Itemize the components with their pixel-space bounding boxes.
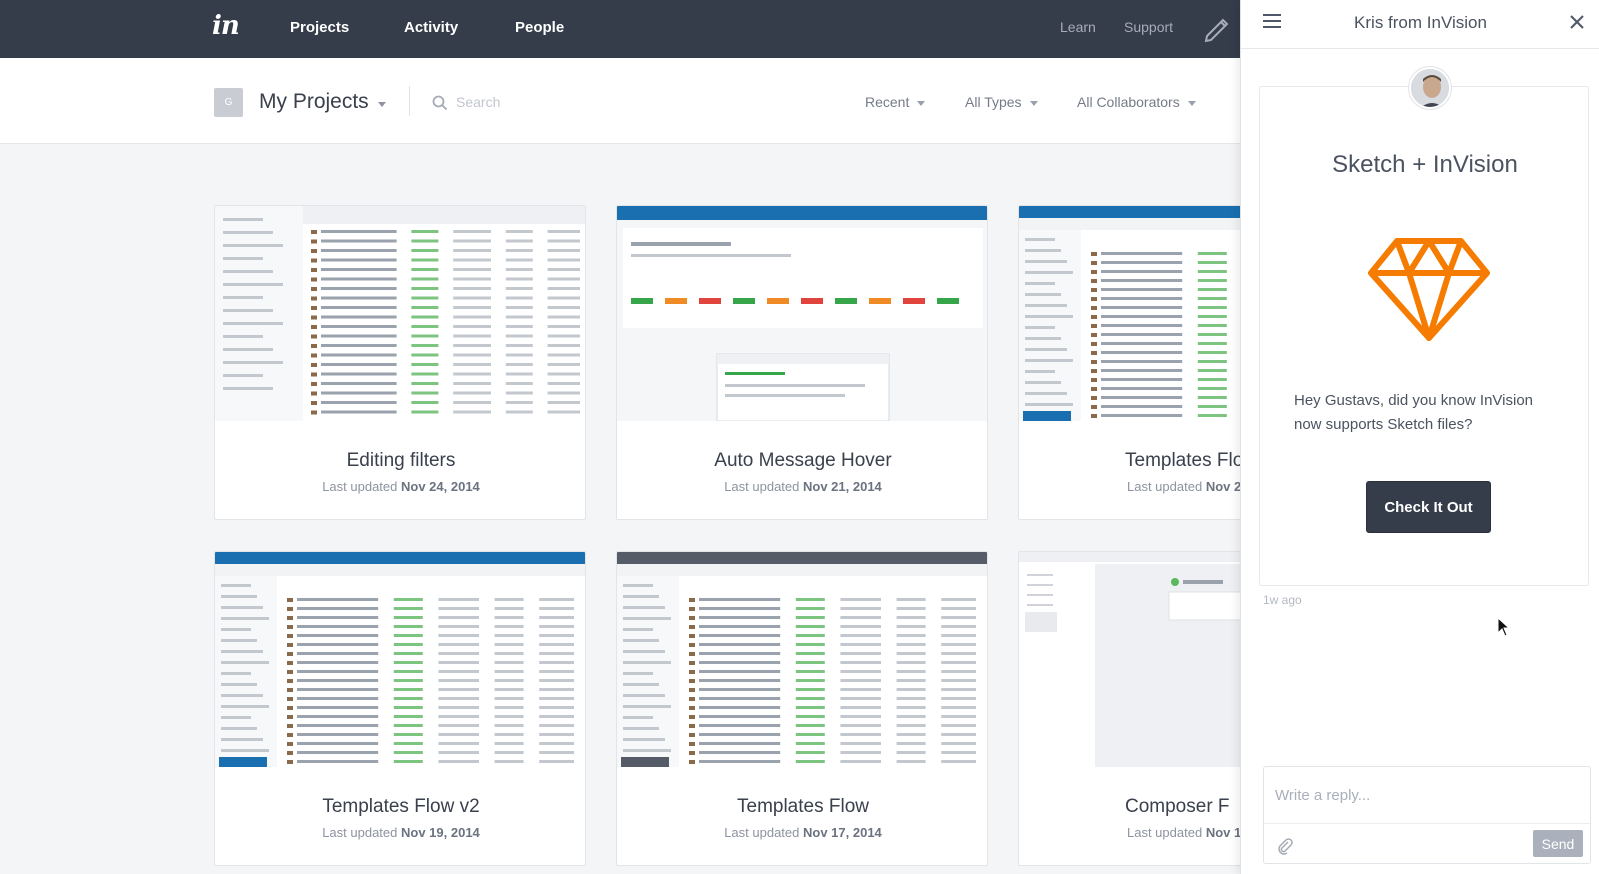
avatar bbox=[1409, 67, 1451, 109]
chat-header: Kris from InVision bbox=[1241, 0, 1599, 49]
divider bbox=[1264, 823, 1590, 824]
updated-label: Last updated bbox=[322, 479, 398, 494]
project-title: Editing filters bbox=[346, 450, 456, 471]
project-updated: Last updated Nov 1 bbox=[1127, 825, 1241, 840]
chat-panel: Kris from InVision Sketch + InVision Hey… bbox=[1240, 0, 1599, 874]
updated-date: Nov 17, 2014 bbox=[803, 825, 882, 840]
updated-date: Nov 24, 2014 bbox=[401, 479, 480, 494]
reply-composer: Send bbox=[1263, 766, 1591, 864]
close-icon[interactable] bbox=[1567, 12, 1587, 32]
project-updated: Last updated Nov 19, 2014 bbox=[215, 825, 585, 840]
project-card[interactable]: Auto Message Hover Last updated Nov 21, … bbox=[616, 205, 988, 520]
project-updated: Last updated Nov 2 bbox=[1127, 479, 1241, 494]
filter-type[interactable]: All Types bbox=[965, 94, 1038, 110]
project-title: Composer F bbox=[1125, 796, 1230, 817]
chevron-down-icon bbox=[1029, 100, 1038, 106]
nav-learn[interactable]: Learn bbox=[1060, 19, 1096, 35]
updated-label: Last updated bbox=[724, 825, 800, 840]
message-card: Sketch + InVision Hey Gustavs, did you k… bbox=[1259, 86, 1589, 586]
message-title: Sketch + InVision bbox=[1332, 151, 1518, 178]
search-icon bbox=[432, 95, 448, 111]
updated-date: Nov 2 bbox=[1205, 479, 1242, 494]
updated-date: Nov 21, 2014 bbox=[803, 479, 882, 494]
chevron-down-icon[interactable] bbox=[378, 102, 386, 107]
project-card[interactable]: Templates Flow v2 Last updated Nov 19, 2… bbox=[214, 551, 586, 866]
chevron-down-icon bbox=[917, 100, 926, 106]
check-it-out-button[interactable]: Check It Out bbox=[1366, 481, 1491, 533]
reply-input[interactable] bbox=[1264, 767, 1590, 823]
message-body: Hey Gustavs, did you know InVision now s… bbox=[1294, 392, 1534, 433]
project-card[interactable]: Templates Flow Last updated Nov 17, 2014 bbox=[616, 551, 988, 866]
project-updated: Last updated Nov 21, 2014 bbox=[617, 479, 987, 494]
project-thumbnail bbox=[617, 552, 987, 767]
nav-support[interactable]: Support bbox=[1124, 19, 1174, 35]
project-thumbnail bbox=[215, 552, 585, 767]
filter-sort-label: Recent bbox=[865, 94, 910, 110]
nav-people[interactable]: People bbox=[515, 19, 565, 36]
divider bbox=[409, 86, 410, 116]
search-input[interactable] bbox=[456, 91, 706, 113]
filter-collaborators[interactable]: All Collaborators bbox=[1077, 94, 1196, 110]
project-title: Templates Flo bbox=[1125, 450, 1244, 471]
project-title: Auto Message Hover bbox=[714, 450, 892, 471]
filter-type-label: All Types bbox=[965, 94, 1022, 110]
nav-projects[interactable]: Projects bbox=[290, 19, 350, 36]
top-nav: in Projects Activity People Learn Suppor… bbox=[0, 0, 1240, 58]
updated-label: Last updated bbox=[1127, 825, 1203, 840]
invision-logo[interactable]: in bbox=[212, 11, 240, 41]
project-thumbnail bbox=[617, 206, 987, 421]
send-button[interactable]: Send bbox=[1533, 830, 1583, 857]
project-title: Templates Flow v2 bbox=[322, 796, 480, 817]
project-thumbnail bbox=[215, 206, 585, 421]
filter-collaborators-label: All Collaborators bbox=[1077, 94, 1180, 110]
project-updated: Last updated Nov 17, 2014 bbox=[617, 825, 987, 840]
paperclip-icon[interactable] bbox=[1276, 837, 1294, 855]
nav-activity[interactable]: Activity bbox=[404, 19, 459, 36]
project-title: Templates Flow bbox=[737, 796, 869, 817]
team-avatar[interactable]: G bbox=[214, 88, 243, 117]
updated-date: Nov 19, 2014 bbox=[401, 825, 480, 840]
menu-icon[interactable] bbox=[1263, 14, 1283, 30]
chat-title: Kris from InVision bbox=[1354, 13, 1487, 32]
sketch-diamond-icon bbox=[1368, 238, 1490, 341]
updated-label: Last updated bbox=[1127, 479, 1203, 494]
message-timestamp: 1w ago bbox=[1263, 593, 1302, 607]
pen-icon[interactable] bbox=[1203, 14, 1233, 42]
chevron-down-icon bbox=[1187, 100, 1196, 106]
page-title[interactable]: My Projects bbox=[259, 90, 369, 113]
updated-date: Nov 1 bbox=[1205, 825, 1242, 840]
project-toolbar: G My Projects Recent All Types All Colla… bbox=[0, 58, 1240, 144]
mouse-cursor-icon bbox=[1497, 617, 1511, 637]
project-updated: Last updated Nov 24, 2014 bbox=[215, 479, 585, 494]
updated-label: Last updated bbox=[322, 825, 398, 840]
updated-label: Last updated bbox=[724, 479, 800, 494]
filter-sort[interactable]: Recent bbox=[865, 94, 926, 110]
project-card[interactable]: Editing filters Last updated Nov 24, 201… bbox=[214, 205, 586, 520]
